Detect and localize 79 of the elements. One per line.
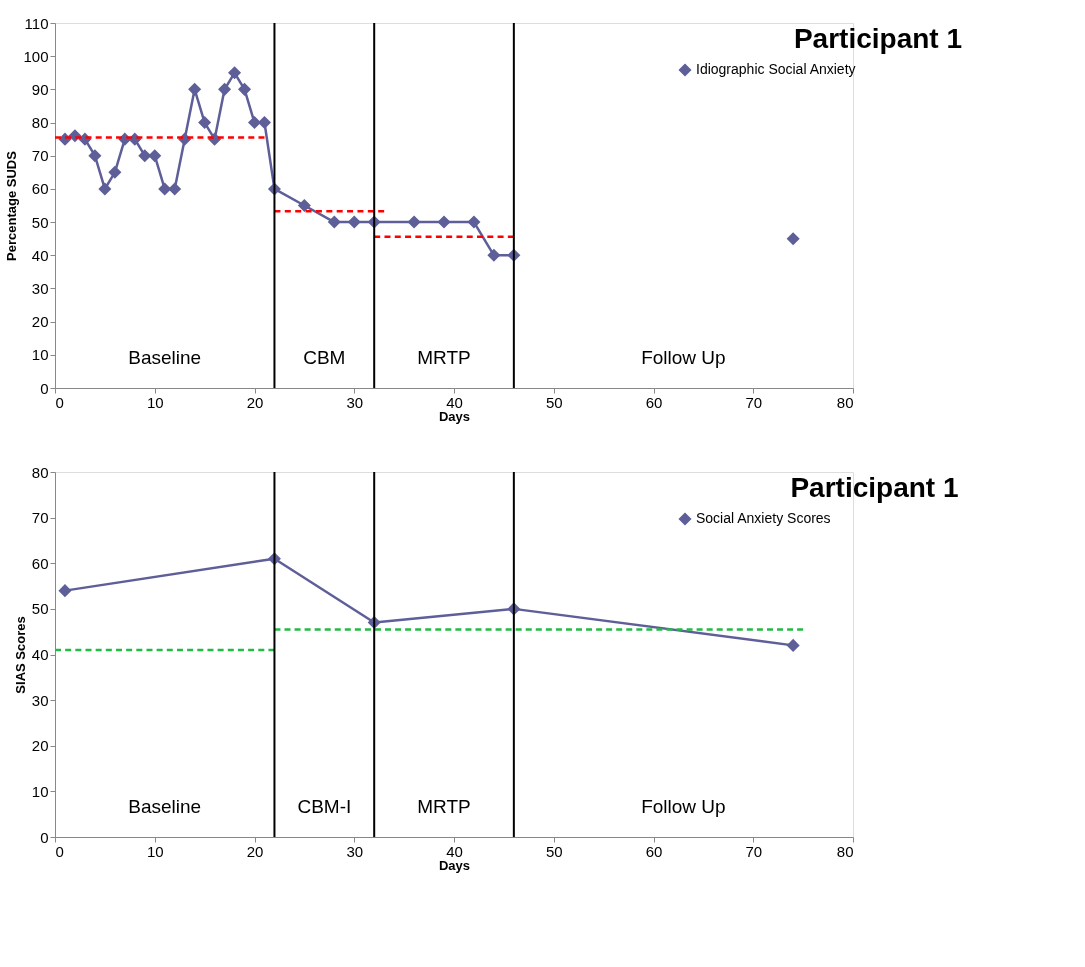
point <box>347 215 361 229</box>
x-tick-label: 50 <box>545 393 563 411</box>
point <box>228 66 242 80</box>
x-tick-label: 70 <box>745 393 763 411</box>
y-tick-label: 30 <box>31 691 49 709</box>
x-tick-label: 0 <box>55 842 64 860</box>
point <box>188 82 202 96</box>
point <box>198 116 212 130</box>
y-tick-label: 20 <box>31 313 49 331</box>
x-tick-label: 30 <box>346 393 364 411</box>
y-axis-title: SIAS Scores <box>12 616 28 694</box>
y-tick-label: 40 <box>31 646 49 663</box>
annotation: MRTP <box>417 796 471 817</box>
x-tick-label: 80 <box>836 393 854 411</box>
point <box>238 82 252 96</box>
point <box>218 82 232 96</box>
legend-label: Social Anxiety Scores <box>696 510 831 526</box>
y-tick-label: 80 <box>31 463 49 481</box>
annotation: MRTP <box>417 347 471 368</box>
x-tick-label: 50 <box>545 842 563 860</box>
y-tick-label: 10 <box>31 782 49 800</box>
point <box>148 149 162 163</box>
point <box>158 182 172 196</box>
y-tick-label: 100 <box>23 47 49 65</box>
x-tick-label: 80 <box>836 842 854 860</box>
point <box>108 165 122 179</box>
chart-title: Participant 1 <box>790 472 959 503</box>
y-tick-label: 10 <box>31 346 49 364</box>
annotation: Follow Up <box>641 796 726 817</box>
point <box>138 149 152 163</box>
point <box>247 116 262 130</box>
point <box>467 215 481 229</box>
point <box>88 149 102 163</box>
x-tick-label: 40 <box>446 393 463 411</box>
point <box>327 215 341 229</box>
x-tick-label: 10 <box>146 842 164 860</box>
y-tick-label: 60 <box>31 180 49 198</box>
point <box>407 215 421 229</box>
point <box>168 182 182 196</box>
x-tick-label: 20 <box>246 393 264 411</box>
y-axis-title: Percentage SUDS <box>4 150 20 261</box>
point <box>437 215 451 229</box>
y-tick-label: 70 <box>31 147 49 165</box>
point <box>257 116 271 130</box>
x-tick-label: 0 <box>55 393 64 411</box>
x-tick-label: 70 <box>745 842 763 860</box>
x-axis-title: Days <box>438 857 471 873</box>
x-tick-label: 60 <box>645 393 663 411</box>
point <box>58 584 72 598</box>
annotation: Baseline <box>128 796 202 817</box>
annotation: Follow Up <box>641 347 726 368</box>
y-tick-label: 70 <box>31 509 49 527</box>
x-axis-title: Days <box>438 408 471 424</box>
point <box>487 248 501 262</box>
y-tick-label: 110 <box>24 14 49 32</box>
x-tick-label: 30 <box>346 842 364 860</box>
annotation: CBM <box>303 347 346 368</box>
x-tick-label: 60 <box>645 842 663 860</box>
x-tick-label: 20 <box>246 842 264 860</box>
y-tick-label: 50 <box>31 600 49 618</box>
y-tick-label: 90 <box>31 80 49 98</box>
x-tick-label: 40 <box>446 842 463 860</box>
y-tick-label: 60 <box>31 554 49 572</box>
y-tick-label: 0 <box>40 828 49 846</box>
y-tick-label: 30 <box>31 279 49 297</box>
y-tick-label: 40 <box>31 246 49 264</box>
y-tick-label: 20 <box>31 737 49 755</box>
point <box>297 198 311 213</box>
y-tick-label: 80 <box>31 114 49 132</box>
legend-label: Idiographic Social Anxiety <box>696 61 856 77</box>
point <box>98 182 112 196</box>
annotation: Baseline <box>128 347 202 368</box>
y-tick-label: 0 <box>40 379 49 397</box>
point <box>786 638 800 652</box>
chart-title: Participant 1 <box>793 23 962 54</box>
y-tick-label: 50 <box>31 213 49 231</box>
x-tick-label: 10 <box>146 393 164 411</box>
point <box>786 232 800 246</box>
annotation: CBM-I <box>297 796 352 817</box>
